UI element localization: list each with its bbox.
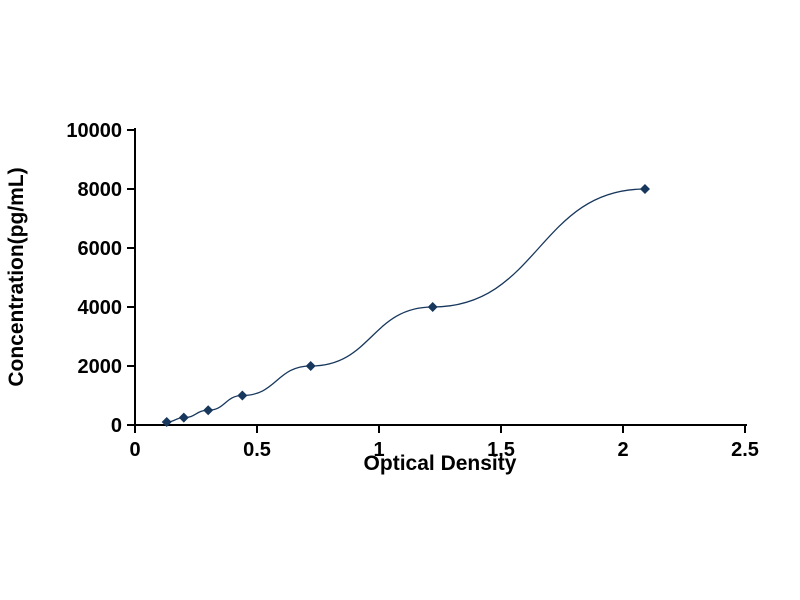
y-tick-label: 6000 (78, 238, 123, 260)
series-line (166, 188, 645, 423)
x-tick-label: 2 (617, 439, 628, 461)
data-point-marker (427, 302, 438, 312)
data-point-marker (203, 405, 214, 416)
y-tick-label: 8000 (78, 179, 123, 201)
x-tick-label: 1.5 (487, 439, 515, 461)
y-tick-label: 2000 (78, 356, 123, 378)
x-tick-label: 0.5 (243, 439, 271, 461)
y-axis-label: Concentration(pg/mL) (5, 167, 28, 387)
x-tick-label: 2.5 (731, 439, 759, 461)
x-tick-label: 0 (129, 439, 140, 461)
x-axis-label: Optical Density (363, 452, 517, 475)
data-point-marker (178, 412, 189, 423)
data-point-marker (161, 417, 172, 428)
data-point-marker (639, 184, 650, 194)
x-tick-label: 1 (373, 439, 384, 461)
y-tick-label: 4000 (78, 297, 123, 319)
data-point-marker (305, 361, 316, 371)
data-point-marker (237, 390, 248, 401)
y-tick-label: 10000 (66, 120, 122, 142)
y-tick-label: 0 (111, 415, 122, 437)
